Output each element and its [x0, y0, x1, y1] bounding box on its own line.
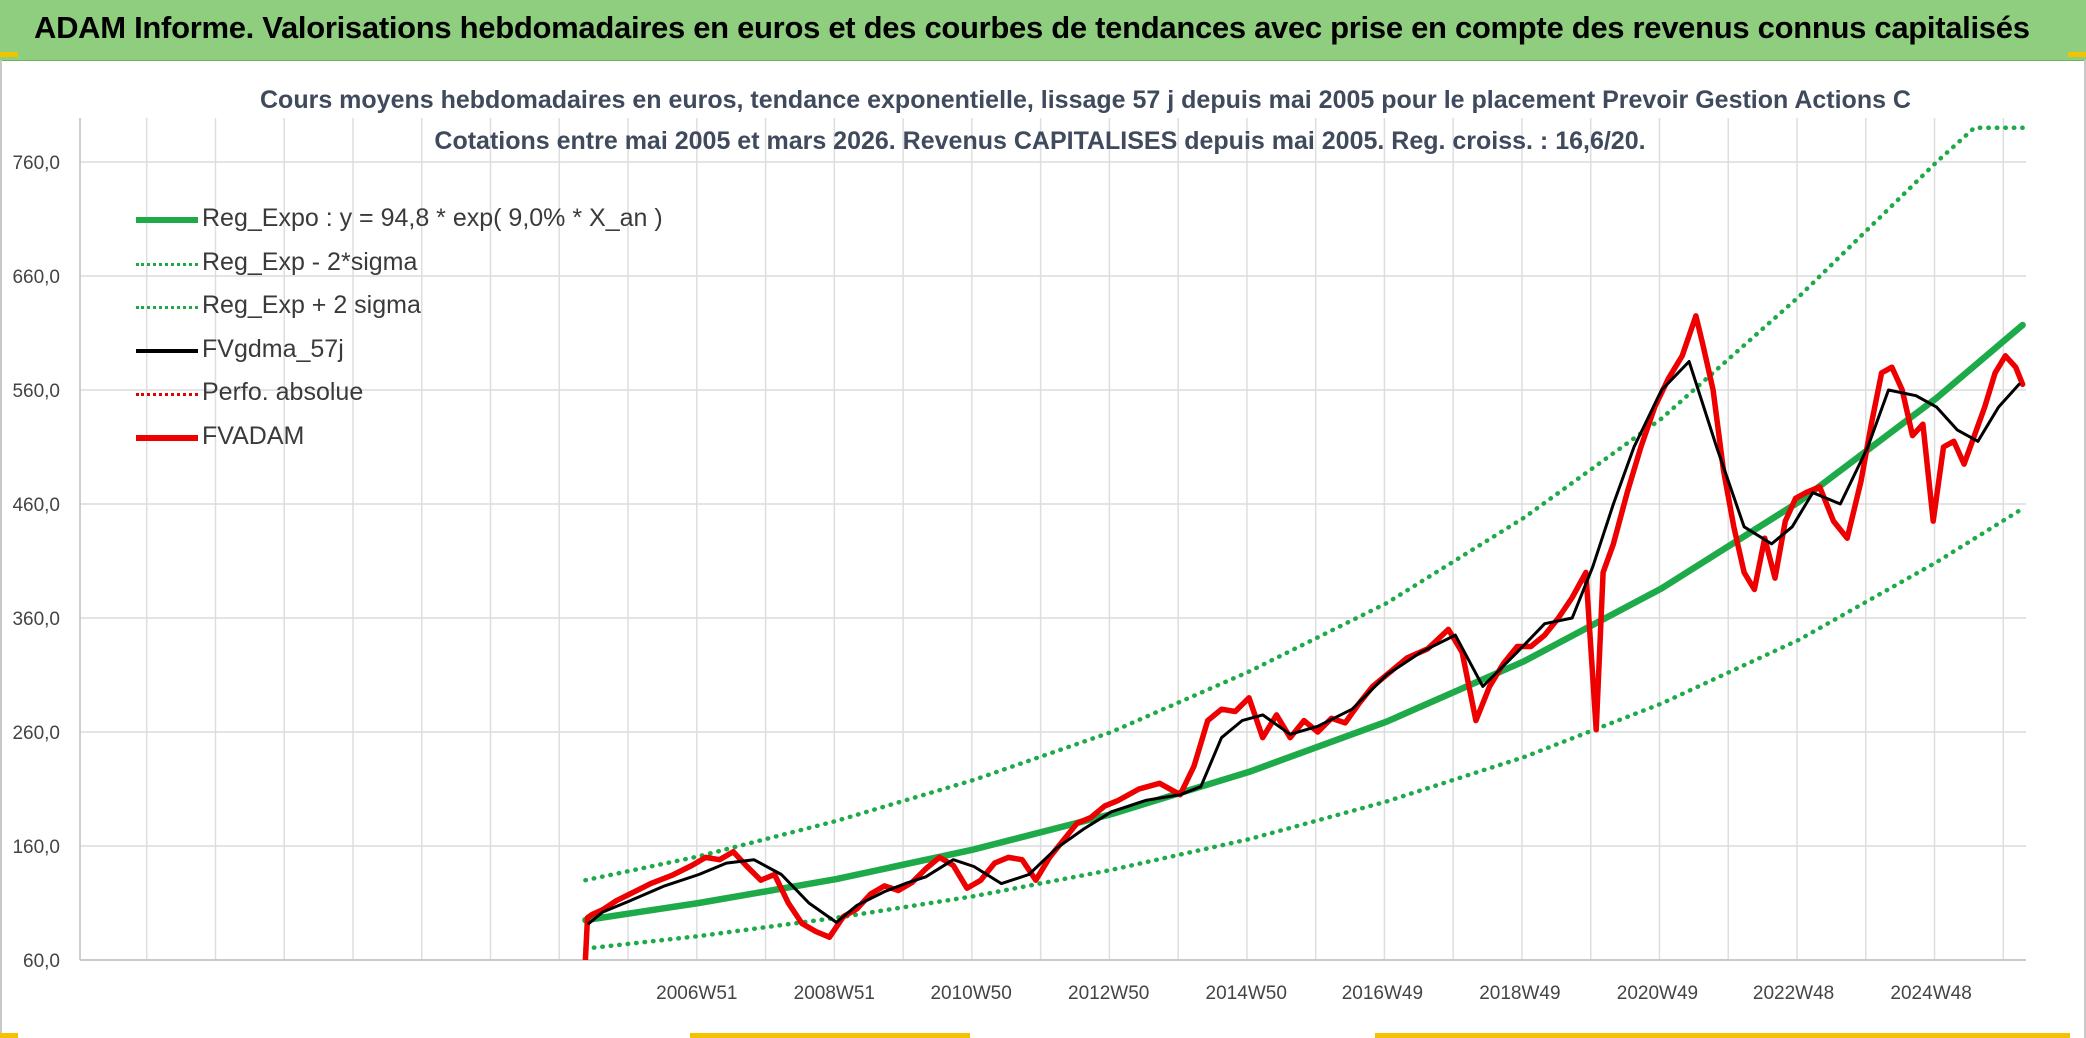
series-line-1	[583, 506, 2025, 951]
x-tick-label: 2016W49	[1342, 983, 1423, 1004]
series-line-2	[583, 125, 2025, 883]
legend-swatch	[136, 348, 198, 353]
legend-swatch	[136, 434, 198, 441]
series-line-5	[582, 313, 2026, 960]
y-tick-label: 360,0	[12, 609, 60, 630]
y-tick-label: 60,0	[23, 951, 60, 972]
x-tick-label: 2012W50	[1068, 983, 1149, 1004]
x-tick-label: 2020W49	[1617, 983, 1698, 1004]
legend-label: Perfo. absolue	[202, 378, 364, 406]
legend-swatch	[136, 393, 198, 396]
y-tick-label: 460,0	[12, 495, 60, 516]
corner-mark-right	[2068, 52, 2086, 57]
x-tick-label: 2010W50	[930, 983, 1011, 1004]
series-line-0	[582, 321, 2026, 924]
series-line-3	[587, 360, 2021, 925]
y-tick-label: 760,0	[12, 153, 60, 174]
bottom-mark-left	[0, 1033, 18, 1038]
x-tick-label: 2006W51	[656, 983, 737, 1004]
x-tick-label: 2024W48	[1890, 983, 1971, 1004]
legend-swatch	[136, 262, 198, 266]
y-tick-label: 660,0	[12, 267, 60, 288]
x-tick-label: 2014W50	[1206, 983, 1287, 1004]
bottom-mark-center	[690, 1033, 970, 1038]
chart-title-line2: Cotations entre mai 2005 et mars 2026. R…	[434, 127, 1646, 155]
legend-label: Reg_Expo : y = 94,8 * exp( 9,0% * X_an )	[202, 204, 663, 232]
chart-frame	[0, 60, 2086, 1038]
y-tick-label: 160,0	[12, 837, 60, 858]
chart-title-line1: Cours moyens hebdomadaires en euros, ten…	[260, 86, 1911, 114]
legend-label: Reg_Exp + 2 sigma	[202, 291, 421, 319]
bottom-mark-right	[1375, 1033, 2070, 1038]
page-title: ADAM Informe. Valorisations hebdomadaire…	[34, 10, 2030, 45]
legend-label: Reg_Exp - 2*sigma	[202, 247, 418, 276]
x-tick-label: 2008W51	[794, 983, 875, 1004]
legend-swatch	[136, 217, 198, 223]
legend-label: FVADAM	[202, 421, 305, 450]
x-tick-label: 2022W48	[1753, 983, 1834, 1004]
y-tick-label: 260,0	[12, 723, 60, 744]
y-tick-label: 560,0	[12, 381, 60, 402]
x-tick-label: 2018W49	[1479, 983, 1560, 1004]
header-banner: ADAM Informe. Valorisations hebdomadaire…	[0, 0, 2086, 61]
legend-label: FVgdma_57j	[202, 334, 344, 363]
corner-mark-left	[0, 52, 18, 57]
legend-swatch	[136, 306, 198, 309]
